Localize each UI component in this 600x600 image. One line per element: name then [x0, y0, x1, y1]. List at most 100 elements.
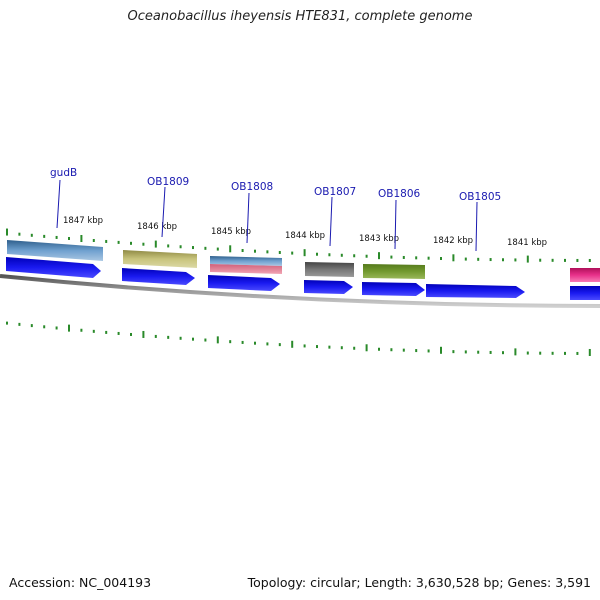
- minor-tick: [30, 233, 33, 237]
- minor-tick: [526, 351, 529, 355]
- major-tick: [68, 324, 70, 332]
- major-tick: [514, 348, 517, 356]
- minor-tick: [588, 258, 591, 262]
- scale-label: 1843 kbp: [359, 234, 399, 244]
- minor-tick: [340, 346, 343, 350]
- feature-block-gudb: [7, 240, 103, 261]
- major-tick: [378, 252, 380, 260]
- major-tick: [452, 254, 455, 262]
- scale-label: 1845 kbp: [211, 227, 251, 237]
- minor-tick: [105, 239, 108, 243]
- feature-block-ob1808-secondary: [210, 264, 282, 274]
- gene-labels: gudB OB1809 OB1808 OB1807 OB1806 OB1805: [50, 167, 501, 252]
- label-leader-line: [161, 186, 166, 238]
- label-leader-line: [329, 196, 333, 247]
- feature-block-ob1806: [363, 264, 425, 279]
- minor-tick: [130, 332, 132, 336]
- minor-tick: [514, 258, 517, 262]
- label-leader-line: [475, 201, 478, 252]
- scale-label: 1841 kbp: [507, 238, 547, 248]
- cds-arrow: [570, 286, 600, 300]
- minor-tick: [316, 345, 318, 349]
- minor-tick: [55, 326, 58, 330]
- cds-arrow: [304, 280, 353, 294]
- minor-tick: [477, 350, 480, 354]
- major-tick: [291, 340, 294, 348]
- minor-tick: [204, 338, 207, 342]
- cds-arrow: [6, 257, 101, 278]
- gene-label-ob1809: OB1809: [147, 176, 189, 188]
- minor-tick: [216, 247, 219, 251]
- map-title: Oceanobacillus iheyensis HTE831, complet…: [127, 9, 473, 24]
- minor-tick: [390, 348, 393, 352]
- minor-tick: [576, 351, 579, 355]
- minor-tick: [241, 249, 244, 253]
- major-tick: [526, 255, 529, 263]
- minor-tick: [564, 351, 566, 355]
- minor-tick: [278, 250, 281, 254]
- major-tick: [365, 344, 368, 352]
- minor-tick: [18, 232, 21, 236]
- major-tick: [6, 228, 8, 236]
- label-leader-line: [56, 179, 61, 229]
- minor-tick: [316, 252, 318, 256]
- minor-tick: [427, 349, 430, 353]
- cds-arrow: [208, 275, 280, 291]
- minor-tick: [489, 258, 492, 262]
- minor-tick: [266, 250, 269, 254]
- feature-block-ob1808: [210, 256, 282, 266]
- inner-tick-ring: [6, 321, 591, 356]
- minor-tick: [18, 322, 21, 326]
- minor-tick: [551, 351, 554, 355]
- minor-tick: [229, 340, 232, 344]
- minor-tick: [551, 258, 554, 262]
- minor-tick: [340, 253, 343, 257]
- minor-tick: [576, 258, 579, 262]
- minor-tick: [477, 257, 480, 261]
- minor-tick: [303, 344, 306, 348]
- feature-blocks: [7, 240, 600, 282]
- major-tick: [80, 235, 83, 243]
- minor-tick: [402, 348, 405, 352]
- minor-tick: [117, 331, 120, 335]
- minor-tick: [68, 236, 70, 240]
- feature-block-ob1805: [570, 268, 600, 282]
- minor-tick: [92, 329, 95, 333]
- minor-tick: [80, 328, 83, 332]
- major-tick: [588, 348, 591, 356]
- minor-tick: [452, 350, 455, 354]
- minor-tick: [390, 255, 393, 259]
- major-tick: [142, 330, 145, 338]
- minor-tick: [266, 342, 269, 346]
- minor-tick: [192, 246, 194, 250]
- minor-tick: [167, 335, 170, 339]
- minor-tick: [105, 330, 108, 334]
- minor-tick: [30, 324, 33, 328]
- minor-tick: [539, 351, 542, 355]
- cds-arrow: [122, 268, 195, 285]
- minor-tick: [464, 350, 467, 354]
- minor-tick: [328, 345, 331, 349]
- minor-tick: [192, 337, 194, 341]
- minor-tick: [167, 244, 170, 248]
- minor-tick: [440, 257, 442, 261]
- minor-tick: [353, 254, 356, 258]
- minor-tick: [365, 254, 368, 258]
- outer-tick-ring: [6, 228, 591, 263]
- minor-tick: [415, 256, 418, 260]
- minor-tick: [92, 238, 95, 242]
- cds-arrow: [362, 282, 425, 296]
- minor-tick: [43, 234, 46, 238]
- minor-tick: [254, 341, 256, 345]
- major-tick: [154, 240, 157, 248]
- minor-tick: [6, 321, 8, 325]
- minor-tick: [564, 258, 566, 262]
- scale-label: 1842 kbp: [433, 236, 473, 246]
- feature-block-ob1809: [123, 250, 197, 268]
- minor-tick: [502, 258, 504, 262]
- minor-tick: [539, 258, 542, 262]
- minor-tick: [43, 325, 46, 329]
- minor-tick: [489, 350, 492, 354]
- gene-label-ob1805: OB1805: [459, 191, 501, 203]
- minor-tick: [291, 251, 294, 255]
